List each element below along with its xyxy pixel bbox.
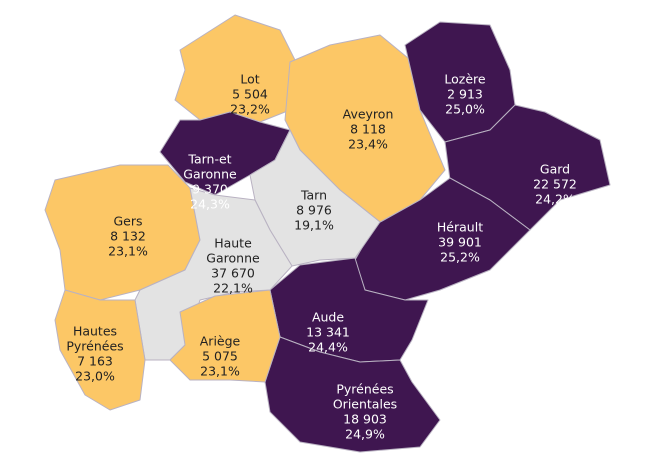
region-share: 23,2% (230, 102, 270, 117)
region-share: 25,2% (440, 250, 480, 265)
region-name: Hautes (73, 324, 117, 339)
region-name: Garonne (183, 167, 237, 182)
region-name: Tarn (300, 188, 327, 203)
region-name: Aude (312, 310, 344, 325)
region-name: Orientales (333, 397, 397, 412)
region-share: 23,1% (200, 364, 240, 379)
region-share: 24,2% (535, 192, 575, 207)
region-name: Garonne (206, 251, 260, 266)
region-share: 25,0% (445, 102, 485, 117)
region-name: Haute (214, 236, 252, 251)
region-name: Pyrénées (66, 339, 123, 354)
region-name: Aveyron (343, 107, 394, 122)
region-name: Pyrénées (336, 382, 393, 397)
region-name: Lozère (444, 72, 486, 87)
region-name: Ariège (200, 334, 241, 349)
region-shape (54, 289, 146, 411)
region-count: 7 163 (77, 354, 113, 369)
region-shape (264, 336, 441, 453)
region-count: 8 976 (296, 203, 332, 218)
region-count: 9 370 (192, 182, 228, 197)
region-count: 22 572 (533, 177, 577, 192)
region-share: 24,9% (345, 427, 385, 442)
region-share: 23,4% (348, 137, 388, 152)
region-name: Gers (113, 214, 142, 229)
region-share: 23,0% (75, 369, 115, 384)
region-count: 5 504 (232, 87, 268, 102)
region-count: 37 670 (211, 266, 255, 281)
region-share: 19,1% (294, 218, 334, 233)
region-name: Tarn-et (187, 152, 231, 167)
region-name: Lot (240, 72, 259, 87)
region-count: 13 341 (306, 325, 350, 340)
region-count: 8 118 (350, 122, 386, 137)
region-name: Gard (540, 162, 570, 177)
region-share: 24,3% (190, 197, 230, 212)
region-count: 2 913 (447, 87, 483, 102)
region-name: Hérault (437, 220, 483, 235)
region-count: 39 901 (438, 235, 482, 250)
region-share: 22,1% (213, 281, 253, 296)
region-count: 18 903 (343, 412, 387, 427)
region-share: 23,1% (108, 244, 148, 259)
region-share: 24,4% (308, 340, 348, 355)
region-count: 5 075 (202, 349, 238, 364)
region-count: 8 132 (110, 229, 146, 244)
region-shape (169, 289, 281, 383)
regions (44, 14, 611, 453)
